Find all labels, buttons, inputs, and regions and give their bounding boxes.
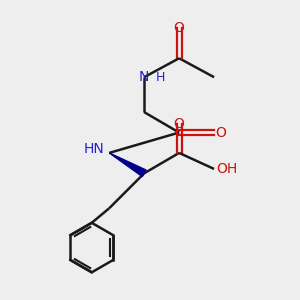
Text: HN: HN [84, 142, 105, 155]
Polygon shape [109, 153, 146, 177]
Text: H: H [155, 71, 165, 84]
Text: O: O [174, 21, 184, 35]
Text: N: N [139, 70, 149, 84]
Text: O: O [174, 117, 184, 131]
Text: O: O [215, 125, 226, 140]
Text: OH: OH [217, 162, 238, 176]
